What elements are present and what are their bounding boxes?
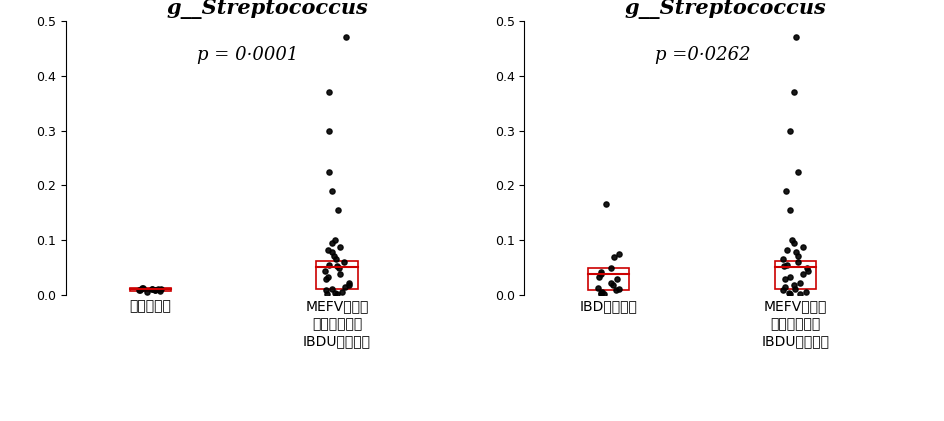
Point <box>319 291 334 298</box>
Point <box>778 187 793 194</box>
Point <box>332 243 347 250</box>
Point <box>790 258 805 265</box>
Point <box>798 289 813 296</box>
Point <box>791 291 806 298</box>
Point <box>140 289 155 296</box>
Point <box>786 285 801 292</box>
Point <box>135 284 150 291</box>
Point <box>789 253 804 260</box>
Point <box>153 288 168 294</box>
Point <box>329 291 344 298</box>
Point <box>776 276 791 283</box>
Point <box>328 256 343 263</box>
Point <box>605 254 620 261</box>
Point <box>328 237 343 243</box>
Point <box>790 168 805 175</box>
Point <box>318 276 333 283</box>
Point <box>590 284 605 291</box>
Point <box>147 286 162 293</box>
Title: g__Streptococcus: g__Streptococcus <box>166 0 367 19</box>
Point <box>317 268 332 274</box>
Point <box>785 282 801 288</box>
Point <box>795 271 810 277</box>
Point <box>341 279 356 286</box>
Point <box>147 286 162 293</box>
Point <box>795 243 810 250</box>
Point <box>151 285 166 292</box>
Bar <box>587 269 629 290</box>
Point <box>337 284 352 290</box>
Point <box>135 285 150 291</box>
Point <box>331 265 346 272</box>
Point <box>144 286 160 293</box>
Point <box>337 258 352 265</box>
Point <box>590 274 605 280</box>
Point <box>334 289 349 296</box>
Point <box>332 271 347 277</box>
Bar <box>129 288 171 291</box>
Point <box>787 249 802 256</box>
Point <box>792 279 807 286</box>
Point <box>602 265 617 272</box>
Point <box>593 268 608 275</box>
Point <box>609 276 624 283</box>
Point <box>132 287 147 294</box>
Point <box>782 273 797 280</box>
Point <box>320 246 335 253</box>
Point <box>779 261 794 268</box>
Title: g__Streptococcus: g__Streptococcus <box>624 0 825 19</box>
Point <box>785 89 801 96</box>
Point <box>338 34 353 41</box>
Point <box>321 261 336 268</box>
Point <box>787 34 802 41</box>
Point <box>605 282 620 288</box>
Point <box>321 168 336 175</box>
Point <box>593 271 608 277</box>
Point <box>784 237 799 243</box>
Point <box>593 290 608 296</box>
Point <box>329 263 345 269</box>
Point <box>782 127 797 134</box>
Text: p = 0·0001: p = 0·0001 <box>196 46 298 64</box>
Bar <box>774 261 815 289</box>
Point <box>608 287 623 294</box>
Bar <box>316 261 357 289</box>
Point <box>776 263 791 269</box>
Point <box>777 284 792 290</box>
Point <box>602 279 617 286</box>
Point <box>781 290 796 296</box>
Point <box>594 289 609 296</box>
Point <box>329 207 345 213</box>
Point <box>326 253 341 260</box>
Text: p =0·0262: p =0·0262 <box>654 46 750 64</box>
Point <box>775 287 790 294</box>
Point <box>321 127 336 134</box>
Point <box>782 291 797 298</box>
Point <box>144 286 160 293</box>
Point <box>321 273 336 280</box>
Point <box>324 249 339 256</box>
Point <box>800 268 815 274</box>
Point <box>324 187 339 194</box>
Point <box>153 285 168 292</box>
Point <box>328 290 343 296</box>
Point <box>593 290 608 297</box>
Point <box>596 291 611 298</box>
Point <box>324 239 339 246</box>
Point <box>132 287 147 294</box>
Point <box>775 256 790 263</box>
Point <box>799 265 814 272</box>
Point <box>779 246 794 253</box>
Point <box>318 287 333 294</box>
Point <box>785 239 801 246</box>
Point <box>322 89 337 96</box>
Point <box>611 286 626 293</box>
Point <box>782 207 797 213</box>
Point <box>324 285 339 292</box>
Point <box>342 282 357 288</box>
Point <box>598 201 613 208</box>
Point <box>611 250 626 257</box>
